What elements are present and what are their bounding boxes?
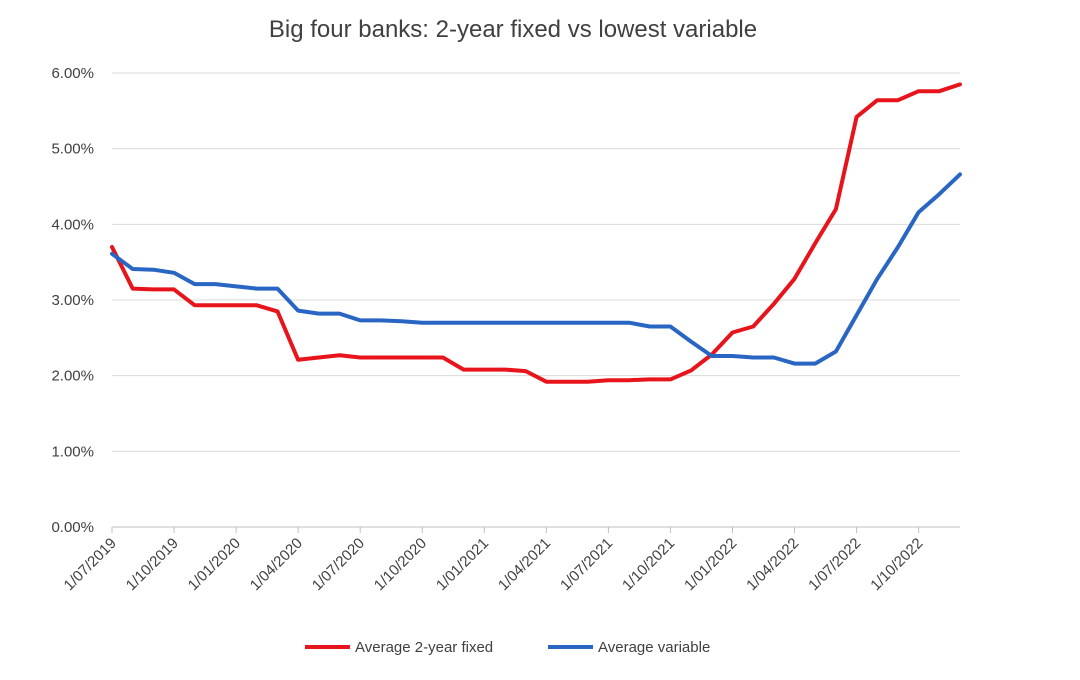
- x-tick-label: 1/07/2019: [61, 535, 120, 594]
- y-tick-label: 0.00%: [51, 519, 94, 536]
- y-tick-label: 2.00%: [51, 368, 94, 385]
- series-lines: [110, 82, 962, 384]
- x-tick-label: 1/10/2022: [867, 535, 926, 594]
- y-tick-label: 3.00%: [51, 292, 94, 309]
- chart-title: Big four banks: 2-year fixed vs lowest v…: [269, 16, 757, 43]
- y-axis-ticks: 0.00% 1.00% 2.00% 3.00% 4.00% 5.00% 6.00%: [51, 65, 94, 536]
- x-tick-label: 1/07/2021: [557, 535, 616, 594]
- x-tick-label: 1/07/2022: [805, 535, 864, 594]
- x-tick-label: 1/01/2022: [681, 535, 740, 594]
- series-line-0: [110, 82, 962, 384]
- x-tick-label: 1/10/2021: [619, 535, 678, 594]
- x-tick-label: 1/04/2022: [743, 535, 802, 594]
- x-tick-label: 1/07/2020: [309, 535, 368, 594]
- x-tick-label: 1/10/2020: [371, 535, 430, 594]
- gridlines: [112, 72, 960, 452]
- y-tick-label: 6.00%: [51, 65, 94, 82]
- x-tick-label: 1/10/2019: [123, 535, 182, 594]
- x-axis: 1/07/2019 1/10/2019 1/01/2020 1/04/2020 1/07…: [61, 526, 960, 594]
- series-line-1: [110, 172, 962, 366]
- legend: Average 2-year fixed Average variable: [305, 639, 710, 656]
- y-tick-label: 4.00%: [51, 216, 94, 233]
- x-tick-label: 1/01/2020: [185, 535, 244, 594]
- x-tick-label: 1/04/2021: [495, 535, 554, 594]
- x-tick-label: 1/04/2020: [247, 535, 306, 594]
- y-tick-label: 5.00%: [51, 141, 94, 158]
- legend-label-0: Average 2-year fixed: [355, 639, 493, 656]
- x-tick-label: 1/01/2021: [433, 535, 492, 594]
- y-tick-label: 1.00%: [51, 443, 94, 460]
- legend-label-1: Average variable: [598, 639, 710, 656]
